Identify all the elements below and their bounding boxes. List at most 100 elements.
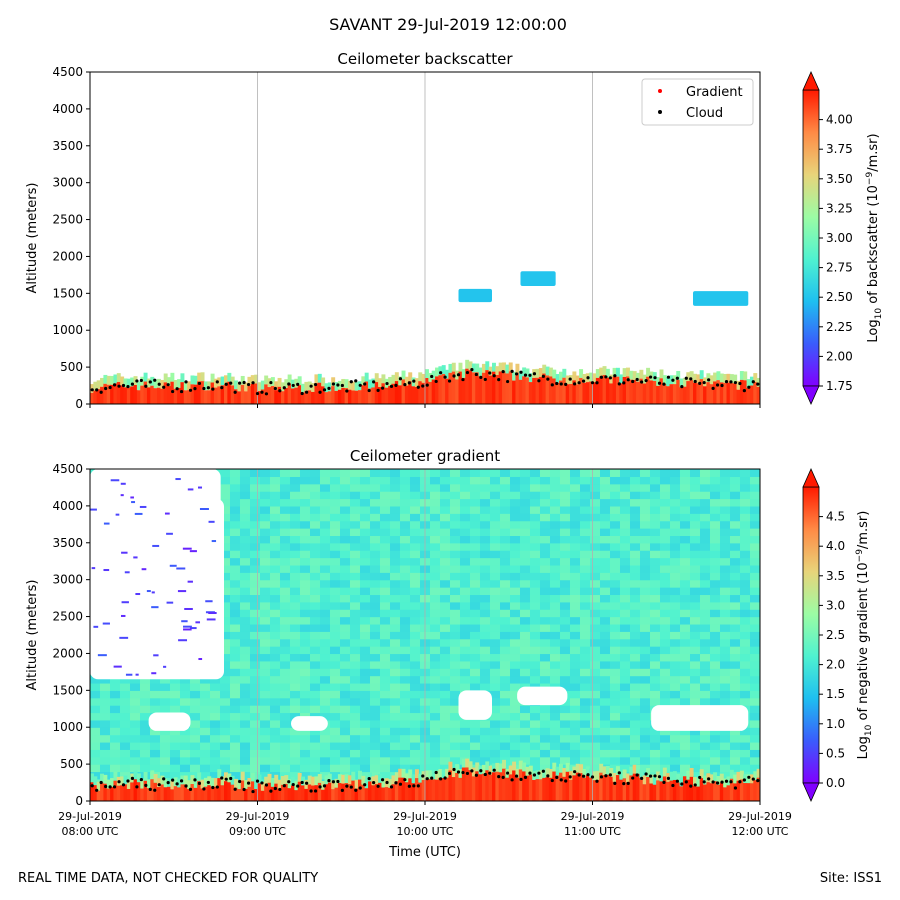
cloud-marker [693, 783, 697, 787]
cloud-marker [470, 769, 474, 773]
colorbar-tick-label: 1.75 [826, 379, 853, 393]
cloud-marker [135, 379, 139, 383]
cloud-marker [523, 373, 528, 377]
cloud-marker [394, 383, 398, 387]
colorbar-tick-label: 4.5 [826, 510, 845, 524]
cloud-marker [135, 785, 139, 789]
cloud-marker [742, 778, 746, 782]
colorbar-tick-label: 2.00 [826, 349, 853, 363]
cloud-marker [528, 373, 532, 377]
cloud-marker [322, 784, 327, 788]
cloud-marker [309, 384, 313, 388]
heatmap-layer [90, 469, 760, 801]
cloud-marker [532, 372, 537, 376]
cloud-marker [157, 382, 161, 386]
cloud-marker [644, 772, 648, 776]
cloud-marker [211, 387, 215, 391]
cloud-marker [680, 782, 684, 786]
cloud-marker [175, 782, 179, 786]
legend-label-gradient: Gradient [686, 85, 743, 100]
cloud-marker [711, 386, 715, 390]
y-tick-label: 0 [75, 397, 83, 411]
cloud-marker [434, 379, 438, 384]
cloud-marker [354, 379, 358, 383]
cloud-marker [671, 378, 675, 382]
cloud-marker [626, 378, 630, 382]
cloud-marker [733, 786, 738, 790]
cloud-marker [604, 375, 608, 379]
cloud-marker [394, 781, 398, 785]
cloud-marker [644, 379, 648, 383]
cloud-marker [617, 382, 621, 386]
cloud-marker [671, 783, 675, 788]
cloud-marker [751, 777, 755, 781]
legend-box [641, 78, 754, 126]
cloud-marker [443, 776, 447, 780]
cloud-marker [640, 776, 644, 780]
colorbar-tick-label: 3.00 [826, 231, 853, 245]
y-tick-label: 4000 [52, 499, 83, 513]
cloud-marker [675, 376, 679, 380]
cloud-marker [747, 385, 751, 389]
x-axis-label: Time (UTC) [388, 845, 461, 860]
cloud-marker [483, 377, 487, 382]
cloud-marker [242, 787, 246, 792]
cloud-marker [153, 788, 157, 792]
cloud-marker [564, 382, 568, 386]
cloud-marker [278, 787, 282, 792]
cloud-marker [412, 784, 416, 788]
cloud-marker [108, 785, 112, 789]
cloud-marker [95, 788, 99, 792]
cloud-marker [99, 780, 103, 785]
y-tick-label: 4500 [52, 462, 83, 476]
cloud-marker [336, 779, 340, 784]
cloud-marker [635, 377, 639, 382]
cloud-marker [510, 778, 514, 782]
cloud-marker [121, 783, 126, 787]
cloud-marker [613, 374, 617, 378]
cloud-marker [523, 775, 528, 779]
cloud-marker [117, 384, 121, 388]
panel-gradient: Ceilometer gradient 0 500 1000 1500 2000 2500… [25, 447, 874, 838]
cloud-marker [653, 376, 657, 380]
y-tick-label: 3000 [52, 573, 83, 587]
cloud-marker [300, 391, 304, 396]
cloud-marker [715, 781, 720, 785]
cloud-marker [648, 375, 653, 379]
cloud-marker [421, 384, 425, 388]
cloud-marker [443, 375, 447, 379]
cloud-marker [461, 377, 465, 382]
cloud-marker [635, 773, 639, 777]
cloud-marker [331, 382, 336, 386]
cloud-marker [608, 376, 612, 380]
cloud-marker [363, 382, 367, 386]
cloud-marker [305, 781, 309, 785]
colorbar-extend-min [802, 782, 820, 802]
x-tick-label-date: 29-Jul-2019 [58, 810, 122, 823]
cloud-marker [675, 779, 679, 783]
cloud-marker [336, 383, 340, 387]
cloud-marker [497, 775, 501, 779]
cloud-marker [568, 775, 572, 779]
cloud-marker [506, 379, 510, 384]
cloud-marker [595, 381, 599, 385]
cloud-marker [403, 778, 407, 782]
x-tick-label-time: 10:00 UTC [396, 825, 453, 838]
grid-lines [257, 469, 593, 801]
cloud-marker [130, 776, 135, 780]
cloud-marker [425, 777, 429, 781]
cloud-marker [447, 379, 452, 383]
cloud-marker [586, 773, 590, 777]
cloud-marker [363, 783, 367, 787]
cloud-marker [251, 381, 255, 385]
cloud-marker [747, 775, 751, 779]
y-tick-label: 1000 [52, 720, 83, 734]
cloud-marker [175, 387, 179, 391]
cloud-marker [385, 780, 389, 785]
y-axis-label: Altitude (meters) [25, 183, 40, 294]
cloud-marker [130, 382, 135, 386]
colorbar-label: Log10 of backscatter (10−9/m.sr) [865, 133, 884, 342]
x-tick-label-time: 11:00 UTC [564, 825, 621, 838]
cloud-marker [447, 771, 452, 776]
cloud-marker [385, 381, 389, 386]
